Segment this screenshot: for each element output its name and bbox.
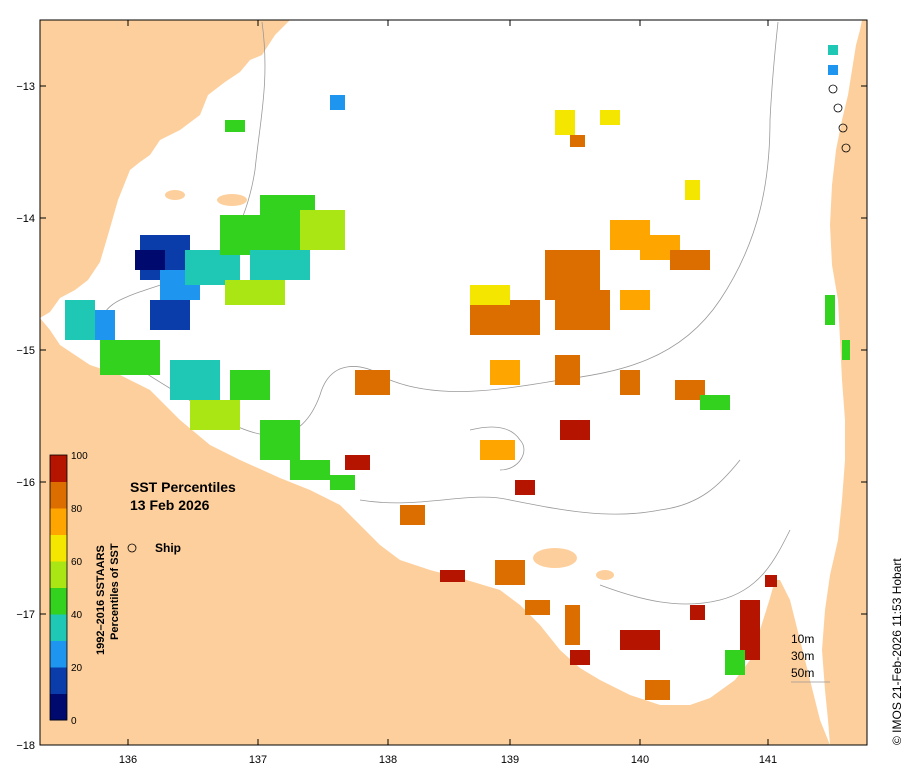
island-4 [596, 570, 614, 580]
cb-tick-100: 100 [71, 451, 88, 462]
lat-tick-13: −13 [16, 81, 35, 93]
lon-tick-139: 139 [501, 754, 519, 766]
map-frame [39, 19, 868, 746]
island-2 [217, 194, 247, 206]
colorbar-swatch [50, 481, 67, 509]
colorbar-swatch [50, 534, 67, 562]
colorbar-title-2: Percentiles of SST [109, 543, 121, 640]
cape-york [822, 20, 867, 745]
depth-10m: 10m [791, 632, 814, 646]
sst-pixels [65, 45, 850, 700]
map-date: 13 Feb 2026 [130, 497, 210, 513]
lon-tick-140: 140 [631, 754, 649, 766]
cb-tick-20: 20 [71, 663, 83, 674]
colorbar: 100 80 60 40 20 0 1992–2016 SSTAARS Perc… [49, 451, 121, 727]
colorbar-swatch [50, 455, 67, 482]
colorbar-swatch [50, 667, 67, 694]
colorbar-swatch [50, 614, 67, 641]
lon-tick-138: 138 [379, 754, 397, 766]
arnhem-land [40, 20, 290, 318]
depth-30m: 30m [791, 649, 814, 663]
colorbar-swatch [50, 561, 67, 588]
map-title: SST Percentiles [130, 479, 236, 495]
cb-tick-0: 0 [71, 716, 77, 727]
lat-tick-14: −14 [16, 213, 35, 225]
ship-markers [828, 84, 851, 153]
cb-tick-80: 80 [71, 504, 83, 515]
colorbar-swatch [50, 693, 67, 721]
lon-tick-141: 141 [759, 754, 777, 766]
ship-legend-icon [127, 543, 137, 553]
lat-tick-18: −18 [16, 740, 35, 752]
cb-tick-60: 60 [71, 557, 83, 568]
depth-50m: 50m [791, 666, 814, 680]
colorbar-swatch [50, 640, 67, 668]
colorbar-title-1: 1992–2016 SSTAARS [95, 545, 107, 655]
lat-tick-17: −17 [16, 609, 35, 621]
southwest-coast [40, 318, 830, 745]
lat-tick-15: −15 [16, 345, 35, 357]
credit-text: © IMOS 21-Feb-2026 11:53 Hobart [890, 558, 904, 745]
lat-axis: −13 −14 −15 −16 −17 −18 [16, 81, 867, 752]
lon-axis: 136 137 138 139 140 141 [119, 20, 777, 766]
lon-tick-137: 137 [249, 754, 267, 766]
island-1 [533, 548, 577, 568]
colorbar-swatch [50, 508, 67, 535]
colorbar-swatches [50, 455, 67, 721]
depth-legend: 10m 30m 50m [791, 632, 830, 683]
lon-tick-136: 136 [119, 754, 137, 766]
island-3 [165, 190, 185, 200]
cb-tick-40: 40 [71, 610, 83, 621]
colorbar-swatch [50, 587, 67, 615]
lat-tick-16: −16 [16, 477, 35, 489]
ship-legend-label: Ship [155, 541, 181, 555]
land-masses [40, 20, 867, 745]
